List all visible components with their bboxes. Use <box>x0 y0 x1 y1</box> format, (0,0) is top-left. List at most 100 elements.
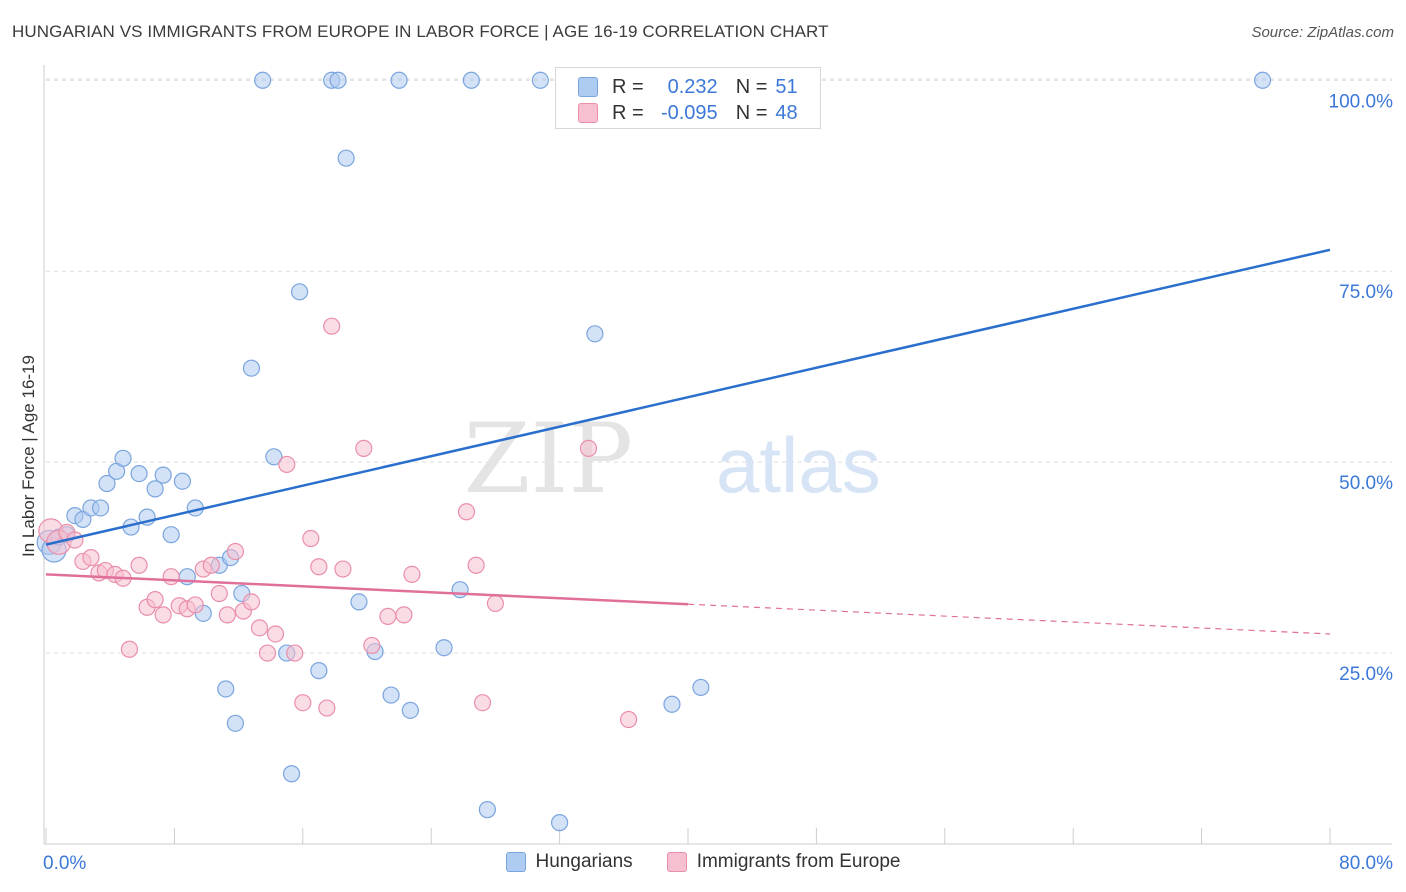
immigrants-point <box>286 644 304 662</box>
r-label: R = <box>612 75 644 98</box>
immigrants-point <box>379 607 397 626</box>
hungarians-point <box>226 714 244 732</box>
y-tick-label: 25.0% <box>1339 664 1393 685</box>
immigrants-point <box>363 636 381 655</box>
immigrants-point <box>258 644 277 662</box>
legend-item-hungarians[interactable]: Hungarians <box>505 851 633 873</box>
immigrants-point <box>457 503 476 521</box>
immigrants-legend-swatch <box>666 852 687 872</box>
hungarians-point <box>254 71 272 89</box>
hungarians-point <box>98 474 116 493</box>
y-tick-label: 75.0% <box>1339 282 1393 303</box>
hungarians-point <box>390 71 408 89</box>
immigrants-point <box>186 596 204 614</box>
immigrants-point <box>310 558 328 576</box>
hungarians-point <box>242 359 261 377</box>
stats-row-hungarians: R = 0.232 N = 51 <box>578 74 798 100</box>
hungarians-legend-swatch <box>505 852 526 872</box>
watermark-atlas: atlas <box>716 421 881 509</box>
source-credit: Source: ZipAtlas.com <box>1251 24 1394 41</box>
watermark-zip: ZIP <box>464 403 633 515</box>
hungarians-point <box>162 526 180 544</box>
immigrants-point <box>130 556 148 574</box>
hungarians-point <box>154 466 172 484</box>
immigrants-point <box>162 568 180 586</box>
hungarians-point <box>217 680 235 698</box>
r-label: R = <box>612 101 644 124</box>
immigrants-point <box>323 317 341 335</box>
hungarians-point <box>550 814 569 832</box>
y-tick-label: 50.0% <box>1339 473 1393 494</box>
immigrants-point <box>202 556 220 574</box>
immigrants-point <box>278 455 296 474</box>
immigrants-point <box>250 619 269 637</box>
immigrants-point <box>355 439 373 457</box>
hungarians-swatch <box>578 77 598 97</box>
immigrants-point <box>334 560 352 578</box>
r-value: -0.095 <box>660 101 718 124</box>
immigrants-point <box>467 556 485 574</box>
immigrants-trend-line <box>45 573 689 606</box>
y-axis-title: In Labor Force | Age 16-19 <box>19 355 38 557</box>
immigrants-point <box>403 565 421 584</box>
hungarians-point <box>130 464 148 483</box>
hungarians-point <box>91 499 110 517</box>
hungarians-point <box>1253 71 1272 89</box>
r-value: 0.232 <box>667 75 718 98</box>
y-tick-label: 100.0% <box>1329 91 1394 112</box>
watermark: ZIP atlas <box>464 403 881 515</box>
hungarians-point <box>586 325 604 343</box>
legend-item-immigrants[interactable]: Immigrants from Europe <box>666 851 901 873</box>
legend-label-immigrants: Immigrants from Europe <box>696 851 901 872</box>
hungarians-point <box>329 71 347 89</box>
hungarians-point <box>114 449 132 467</box>
hungarians-point <box>282 765 301 783</box>
stats-legend: R = 0.232 N = 51 R = -0.095 N = 48 <box>555 67 821 129</box>
chart-legend: Hungarians Immigrants from Europe <box>0 851 1406 873</box>
axis-labels: In Labor Force | Age 16-19 0.0% 80.0% 25… <box>19 91 1393 874</box>
hungarians-point <box>435 639 453 657</box>
immigrants-point <box>473 694 492 712</box>
immigrants-swatch <box>578 103 598 123</box>
immigrants-point <box>146 591 164 609</box>
immigrants-point <box>486 594 504 613</box>
immigrants-point <box>579 439 598 457</box>
immigrants-point <box>82 549 100 567</box>
hungarians-trend-line <box>45 248 1331 546</box>
hungarians-point <box>310 662 328 680</box>
n-value: 48 <box>775 101 798 124</box>
hungarians-point <box>146 480 164 498</box>
hungarians-point <box>462 71 480 89</box>
immigrants-point <box>120 640 139 658</box>
immigrants-point <box>620 710 638 729</box>
immigrants-point <box>318 699 336 717</box>
hungarians-point <box>531 71 549 89</box>
hungarians-point <box>382 686 400 704</box>
immigrants-point <box>218 606 236 624</box>
immigrants-trend-extension <box>687 603 1331 635</box>
hungarians-point <box>401 701 419 719</box>
hungarians-point <box>451 581 469 599</box>
immigrants-point <box>294 694 312 712</box>
hungarians-point <box>692 678 710 697</box>
legend-label-hungarians: Hungarians <box>535 851 633 872</box>
x-tick-label-min: 0.0% <box>43 853 86 874</box>
trend-lines <box>45 248 1331 635</box>
n-value: 51 <box>775 75 798 98</box>
hungarians-point <box>173 472 192 490</box>
hungarians-point <box>663 695 681 713</box>
hungarians-point <box>265 448 283 466</box>
hungarians-point <box>337 149 355 167</box>
immigrants-point <box>395 606 413 624</box>
axes <box>43 65 1392 845</box>
stats-row-immigrants: R = -0.095 N = 48 <box>578 100 798 126</box>
immigrants-point <box>210 584 228 603</box>
data-points <box>36 71 1272 832</box>
chart-title: HUNGARIAN VS IMMIGRANTS FROM EUROPE IN L… <box>12 22 829 41</box>
hungarians-point <box>290 283 309 301</box>
x-tick-label-max: 80.0% <box>1339 853 1393 874</box>
immigrants-point <box>266 625 285 643</box>
immigrants-point <box>226 542 244 561</box>
immigrants-point <box>242 593 261 611</box>
